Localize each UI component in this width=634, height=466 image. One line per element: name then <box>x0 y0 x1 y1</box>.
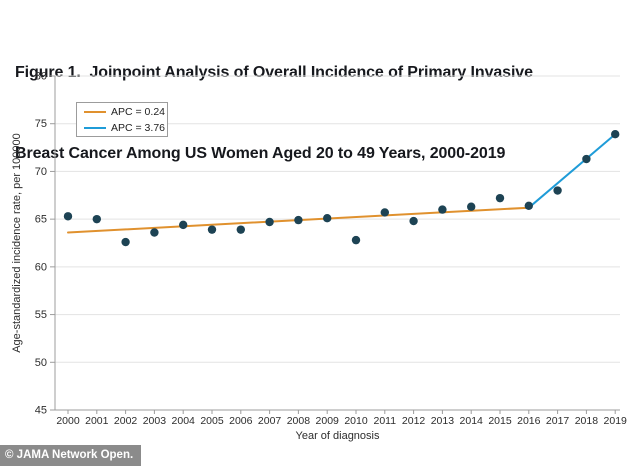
y-tick-label-50: 50 <box>35 357 47 369</box>
y-axis-title: Age-standardized incidence rate, per 100… <box>11 133 23 353</box>
x-tick-label-2006: 2006 <box>229 415 253 427</box>
data-point-2002 <box>121 237 130 247</box>
data-point-2005 <box>207 225 217 234</box>
x-tick-label-2005: 2005 <box>200 415 224 427</box>
y-tick-label-70: 70 <box>35 166 47 178</box>
data-point-2007 <box>265 217 274 227</box>
data-point-2017 <box>553 186 562 195</box>
x-tick-label-2019: 2019 <box>604 415 628 427</box>
legend-entry-apc-1: APC = 0.24 <box>84 106 167 118</box>
x-tick-label-2007: 2007 <box>258 415 282 427</box>
figure-title-line-1: Figure 1. Joinpoint Analysis of Overall … <box>15 64 533 81</box>
y-tick-label-60: 60 <box>35 261 47 273</box>
y-tick-label-55: 55 <box>35 309 47 321</box>
x-tick-label-2013: 2013 <box>431 415 455 427</box>
data-point-2012 <box>409 216 418 226</box>
x-tick-label-2014: 2014 <box>460 415 484 427</box>
x-tick-label-2015: 2015 <box>488 415 512 427</box>
x-tick-label-2012: 2012 <box>402 415 426 427</box>
x-tick-label-2000: 2000 <box>56 415 80 427</box>
figure-title-line-2: Breast Cancer Among US Women Aged 20 to … <box>15 145 506 162</box>
x-tick-label-2011: 2011 <box>374 415 397 427</box>
data-point-2015 <box>495 193 505 203</box>
legend-line-swatch-blue <box>84 126 106 129</box>
x-tick-label-2004: 2004 <box>172 415 196 427</box>
data-point-2003 <box>150 228 159 237</box>
data-point-2000 <box>63 212 73 221</box>
data-point-2018 <box>582 154 591 164</box>
data-point-2006 <box>236 225 245 234</box>
data-point-2001 <box>92 214 102 224</box>
y-tick-label-65: 65 <box>35 214 47 226</box>
data-point-2004 <box>179 220 188 230</box>
x-tick-label-2008: 2008 <box>287 415 311 427</box>
x-tick-label-2003: 2003 <box>143 415 167 427</box>
y-tick-label-75: 75 <box>35 118 47 130</box>
data-point-2016 <box>524 201 533 210</box>
x-tick-label-2001: 2001 <box>85 415 109 427</box>
legend-label: APC = 3.76 <box>111 121 165 134</box>
legend-line-swatch-orange <box>84 110 106 113</box>
x-tick-label-2017: 2017 <box>546 415 570 427</box>
x-tick-label-2018: 2018 <box>575 415 599 427</box>
x-axis-title: Year of diagnosis <box>295 430 380 442</box>
data-point-2011 <box>380 208 389 217</box>
data-point-2014 <box>467 202 476 211</box>
figure-title: Figure 1. Joinpoint Analysis of Overall … <box>15 5 533 194</box>
data-point-2010 <box>351 235 361 245</box>
data-point-2013 <box>438 205 447 214</box>
y-tick-label-45: 45 <box>35 405 47 417</box>
legend-entry-apc-2: APC = 3.76 <box>84 122 167 134</box>
x-tick-label-2010: 2010 <box>344 415 368 427</box>
trend-segment-2 <box>527 133 617 209</box>
x-tick-label-2009: 2009 <box>316 415 340 427</box>
data-point-2008 <box>294 215 303 225</box>
x-tick-label-2002: 2002 <box>114 415 138 427</box>
x-tick-label-2016: 2016 <box>517 415 541 427</box>
legend-label: APC = 0.24 <box>111 105 165 118</box>
y-tick-label-80: 80 <box>35 71 47 83</box>
data-point-2009 <box>323 213 332 223</box>
data-point-2019 <box>611 130 620 139</box>
legend: APC = 0.24 APC = 3.76 <box>76 102 168 137</box>
jama-credit-badge: © JAMA Network Open. <box>0 445 142 466</box>
